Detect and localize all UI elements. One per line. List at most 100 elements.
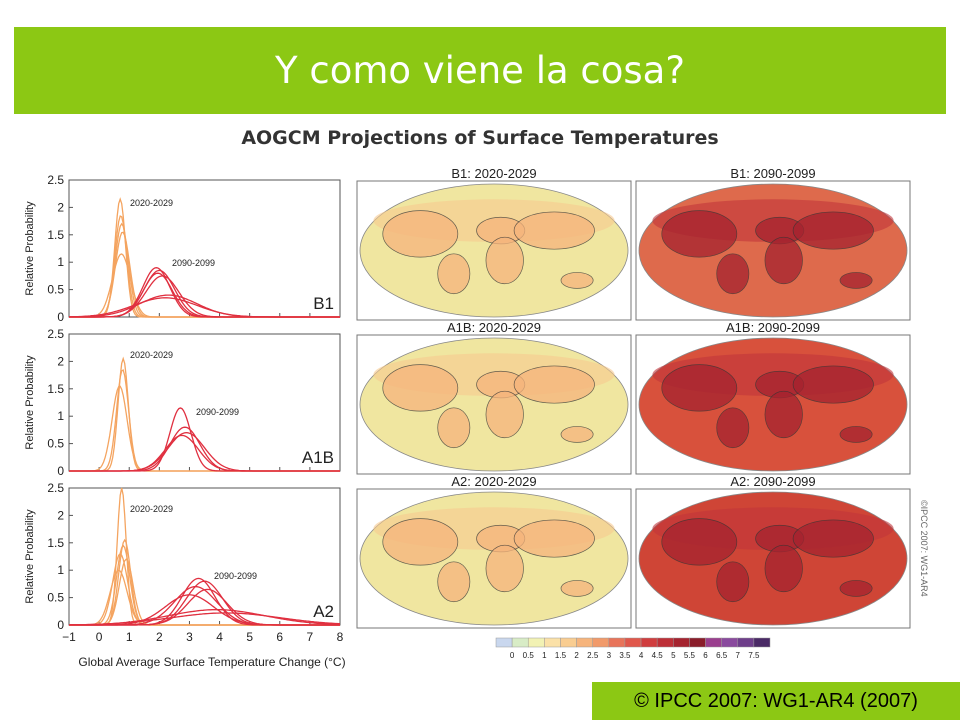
slide-title: Y como viene la cosa? [275, 49, 685, 92]
map-continent [716, 253, 750, 295]
map-continent [560, 580, 594, 597]
map-continent [513, 519, 595, 558]
x-tick-label: −1 [62, 630, 76, 644]
map-continent [716, 407, 750, 449]
watermark-text: ©IPCC 2007: WG1-AR4 [919, 500, 929, 597]
colorbar-swatch [608, 637, 626, 648]
colorbar-swatch [527, 637, 545, 648]
map-continent [716, 561, 750, 603]
plot-frame-a2 [68, 487, 341, 626]
map-continent [485, 390, 524, 439]
colorbar-tick: 1.5 [555, 651, 567, 660]
map-continent [792, 211, 874, 250]
series-label: 2020-2029 [130, 198, 173, 208]
colorbar-tick: 2 [574, 651, 579, 660]
y-tick-label: 0 [57, 618, 64, 632]
colorbar-swatch [753, 637, 771, 648]
map-continent [560, 272, 594, 289]
series-label: 2090-2099 [172, 258, 215, 268]
map-continent [764, 390, 803, 439]
x-tick-label: 2 [156, 630, 163, 644]
map-continent [513, 365, 595, 404]
map-continent [382, 364, 459, 412]
colorbar-tick: 6 [703, 651, 708, 660]
scenario-label: B1 [313, 294, 334, 313]
map-continent [764, 236, 803, 285]
series-label: 2020-2029 [130, 504, 173, 514]
pdf-curve-2090-2099 [69, 612, 341, 626]
map-continent [485, 544, 524, 593]
colorbar-swatch [495, 637, 513, 648]
x-tick-label: 3 [186, 630, 193, 644]
colorbar-swatch [705, 637, 722, 648]
colorbar-tick: 7.5 [748, 651, 760, 660]
y-tick-label: 2 [57, 354, 64, 368]
y-tick-label: 0.5 [47, 591, 64, 605]
x-tick-label: 0 [96, 630, 103, 644]
map-continent [764, 544, 803, 593]
x-tick-label: 1 [126, 630, 133, 644]
map-continent [792, 365, 874, 404]
y-tick-label: 2.5 [47, 173, 64, 187]
colorbar-tick: 2.5 [587, 651, 599, 660]
map-continent [839, 580, 873, 597]
series-label: 2090-2099 [196, 407, 239, 417]
pdf-curve-2090-2099 [69, 594, 340, 626]
scenario-label: A1B [302, 448, 334, 467]
y-tick-label: 2.5 [47, 481, 64, 495]
colorbar-tick: 4.5 [652, 651, 664, 660]
y-tick-label: 0.5 [47, 437, 64, 451]
x-axis-label: Global Average Surface Temperature Chang… [78, 655, 345, 669]
map-title: A1B: 2090-2099 [726, 320, 820, 335]
pdf-curve-2090-2099 [69, 297, 340, 318]
map-continent [382, 210, 459, 258]
y-axis-label: Relative Probability [24, 509, 36, 604]
colorbar-swatch [511, 637, 529, 648]
map-continent [437, 253, 471, 295]
colorbar-swatch [689, 637, 706, 648]
map-continent [513, 211, 595, 250]
colorbar-swatch [656, 637, 674, 648]
colorbar-tick: 1 [542, 651, 547, 660]
colorbar-swatch [721, 637, 739, 648]
x-tick-label: 6 [276, 630, 283, 644]
colorbar-swatch [544, 637, 561, 648]
series-label: 2090-2099 [214, 571, 257, 581]
colorbar-tick: 6.5 [716, 651, 728, 660]
map-title: B1: 2090-2099 [730, 166, 815, 181]
map-continent [382, 518, 459, 566]
y-tick-label: 2 [57, 200, 64, 214]
y-tick-label: 1.5 [47, 228, 64, 242]
y-tick-label: 0 [57, 464, 64, 478]
pdf-curve-2090-2099 [69, 434, 340, 472]
colorbar-tick: 5 [671, 651, 676, 660]
x-tick-label: 5 [246, 630, 253, 644]
map-title: A2: 2020-2029 [451, 474, 536, 489]
plot-frame-b1 [68, 179, 341, 318]
colorbar-swatch [576, 637, 593, 648]
map-continent [839, 272, 873, 289]
y-tick-label: 2 [57, 508, 64, 522]
colorbar-tick: 3.5 [619, 651, 631, 660]
slide-title-bar: Y como viene la cosa? [14, 27, 946, 114]
map-title: A2: 2090-2099 [730, 474, 815, 489]
y-tick-label: 1.5 [47, 382, 64, 396]
map-continent [792, 519, 874, 558]
series-label: 2020-2029 [130, 350, 173, 360]
map-continent [839, 426, 873, 443]
colorbar-tick: 4 [639, 651, 644, 660]
colorbar-swatch [640, 637, 658, 648]
y-axis-label: Relative Probability [24, 201, 36, 296]
y-tick-label: 0 [57, 310, 64, 324]
map-title: A1B: 2020-2029 [447, 320, 541, 335]
colorbar-swatch [673, 637, 690, 648]
y-tick-label: 1 [57, 563, 64, 577]
y-axis-label: Relative Probability [24, 355, 36, 450]
x-tick-label: 4 [216, 630, 223, 644]
map-continent [437, 561, 471, 603]
map-title: B1: 2020-2029 [451, 166, 536, 181]
map-continent [437, 407, 471, 449]
scenario-label: A2 [313, 602, 334, 621]
copyright-notice: © IPCC 2007: WG1-AR4 (2007) [592, 682, 960, 720]
